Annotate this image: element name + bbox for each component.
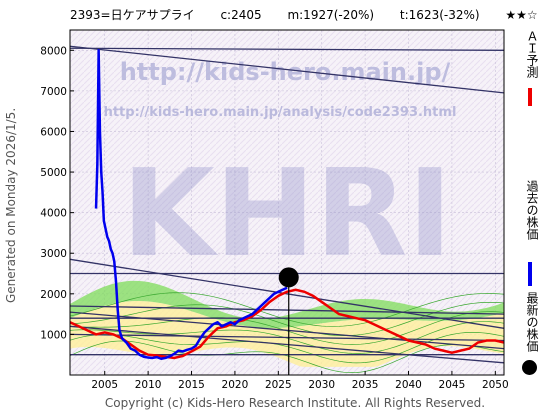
grid-lines	[70, 30, 504, 375]
plot-frame	[69, 29, 505, 376]
watermark-big: KHRI	[122, 145, 452, 284]
series-layer	[70, 49, 504, 361]
rating-stars: ★★☆	[505, 8, 538, 22]
y-tick-label: 8000	[40, 45, 67, 57]
current-price: c:2405	[220, 8, 262, 22]
legend-past-price-label: 過去の株価	[525, 180, 539, 240]
x-tick-label: 2040	[395, 379, 422, 391]
trend-line	[70, 258, 504, 329]
legend-latest-price-label: 最新の株価	[525, 292, 539, 352]
y-tick-label: 2000	[40, 289, 67, 301]
y-tick-label: 4000	[40, 208, 67, 220]
legend-latest-price-dot	[522, 360, 537, 375]
latest-price-marker	[278, 267, 299, 288]
latest-layer	[278, 267, 299, 375]
legend-ai-forecast-label: ＡＩ予測	[525, 30, 539, 78]
x-tick-label: 2015	[178, 379, 205, 391]
legend-latest-price: 最新の株価	[510, 292, 558, 382]
watermark-url-sub: http://kids-hero.main.jp/analysis/code23…	[104, 105, 457, 120]
trend-line	[70, 305, 504, 315]
y-tick-label: 7000	[40, 86, 67, 98]
trend-line	[70, 47, 504, 51]
forecast-band-line	[70, 292, 504, 327]
trend-line	[70, 333, 504, 342]
trend-line	[70, 45, 504, 94]
legend-past-price: 過去の株価	[510, 180, 558, 290]
legend-ai-forecast-swatch	[528, 88, 532, 106]
forecast-band-line	[70, 332, 504, 364]
axis-ticks: 2005 2010 2015 2020 2025 2030 2035 2040 2045 2050…	[40, 45, 508, 391]
y-tick-label: 3000	[40, 248, 67, 260]
x-tick-label: 2025	[265, 379, 292, 391]
x-tick-label: 2030	[308, 379, 335, 391]
x-tick-label: 2005	[91, 379, 118, 391]
y-tick-label: 5000	[40, 167, 67, 179]
x-tick-label: 2050	[482, 379, 509, 391]
legend: ＡＩ予測 過去の株価 最新の株価	[510, 30, 558, 375]
legend-ai-forecast: ＡＩ予測	[510, 30, 558, 110]
x-tick-label: 2010	[135, 379, 162, 391]
x-tick-label: 2020	[222, 379, 249, 391]
stock-code-name: 2393=日ケアサプライ	[70, 8, 195, 22]
y-tick-label: 6000	[40, 126, 67, 138]
trend-line	[70, 325, 504, 364]
x-tick-label: 2035	[352, 379, 379, 391]
header-info: 2393=日ケアサプライ c:2405 m:1927(-20%) t:1623(…	[70, 6, 538, 26]
series-past-price	[94, 49, 288, 361]
watermark: KHRI http://kids-hero.main.jp/ http://ki…	[104, 58, 457, 284]
mid-target: m:1927(-20%)	[287, 8, 375, 22]
target-price: t:1623(-32%)	[399, 8, 480, 22]
copyright-footer: Copyright (c) Kids-Hero Research Institu…	[104, 396, 486, 410]
forecast-band-line	[70, 301, 504, 337]
y-tick-label: 1000	[40, 329, 67, 341]
forecast-band-line	[70, 321, 504, 354]
x-tick-label: 2045	[439, 379, 466, 391]
series-ai-forecast	[70, 288, 504, 360]
legend-past-price-swatch	[528, 262, 532, 286]
